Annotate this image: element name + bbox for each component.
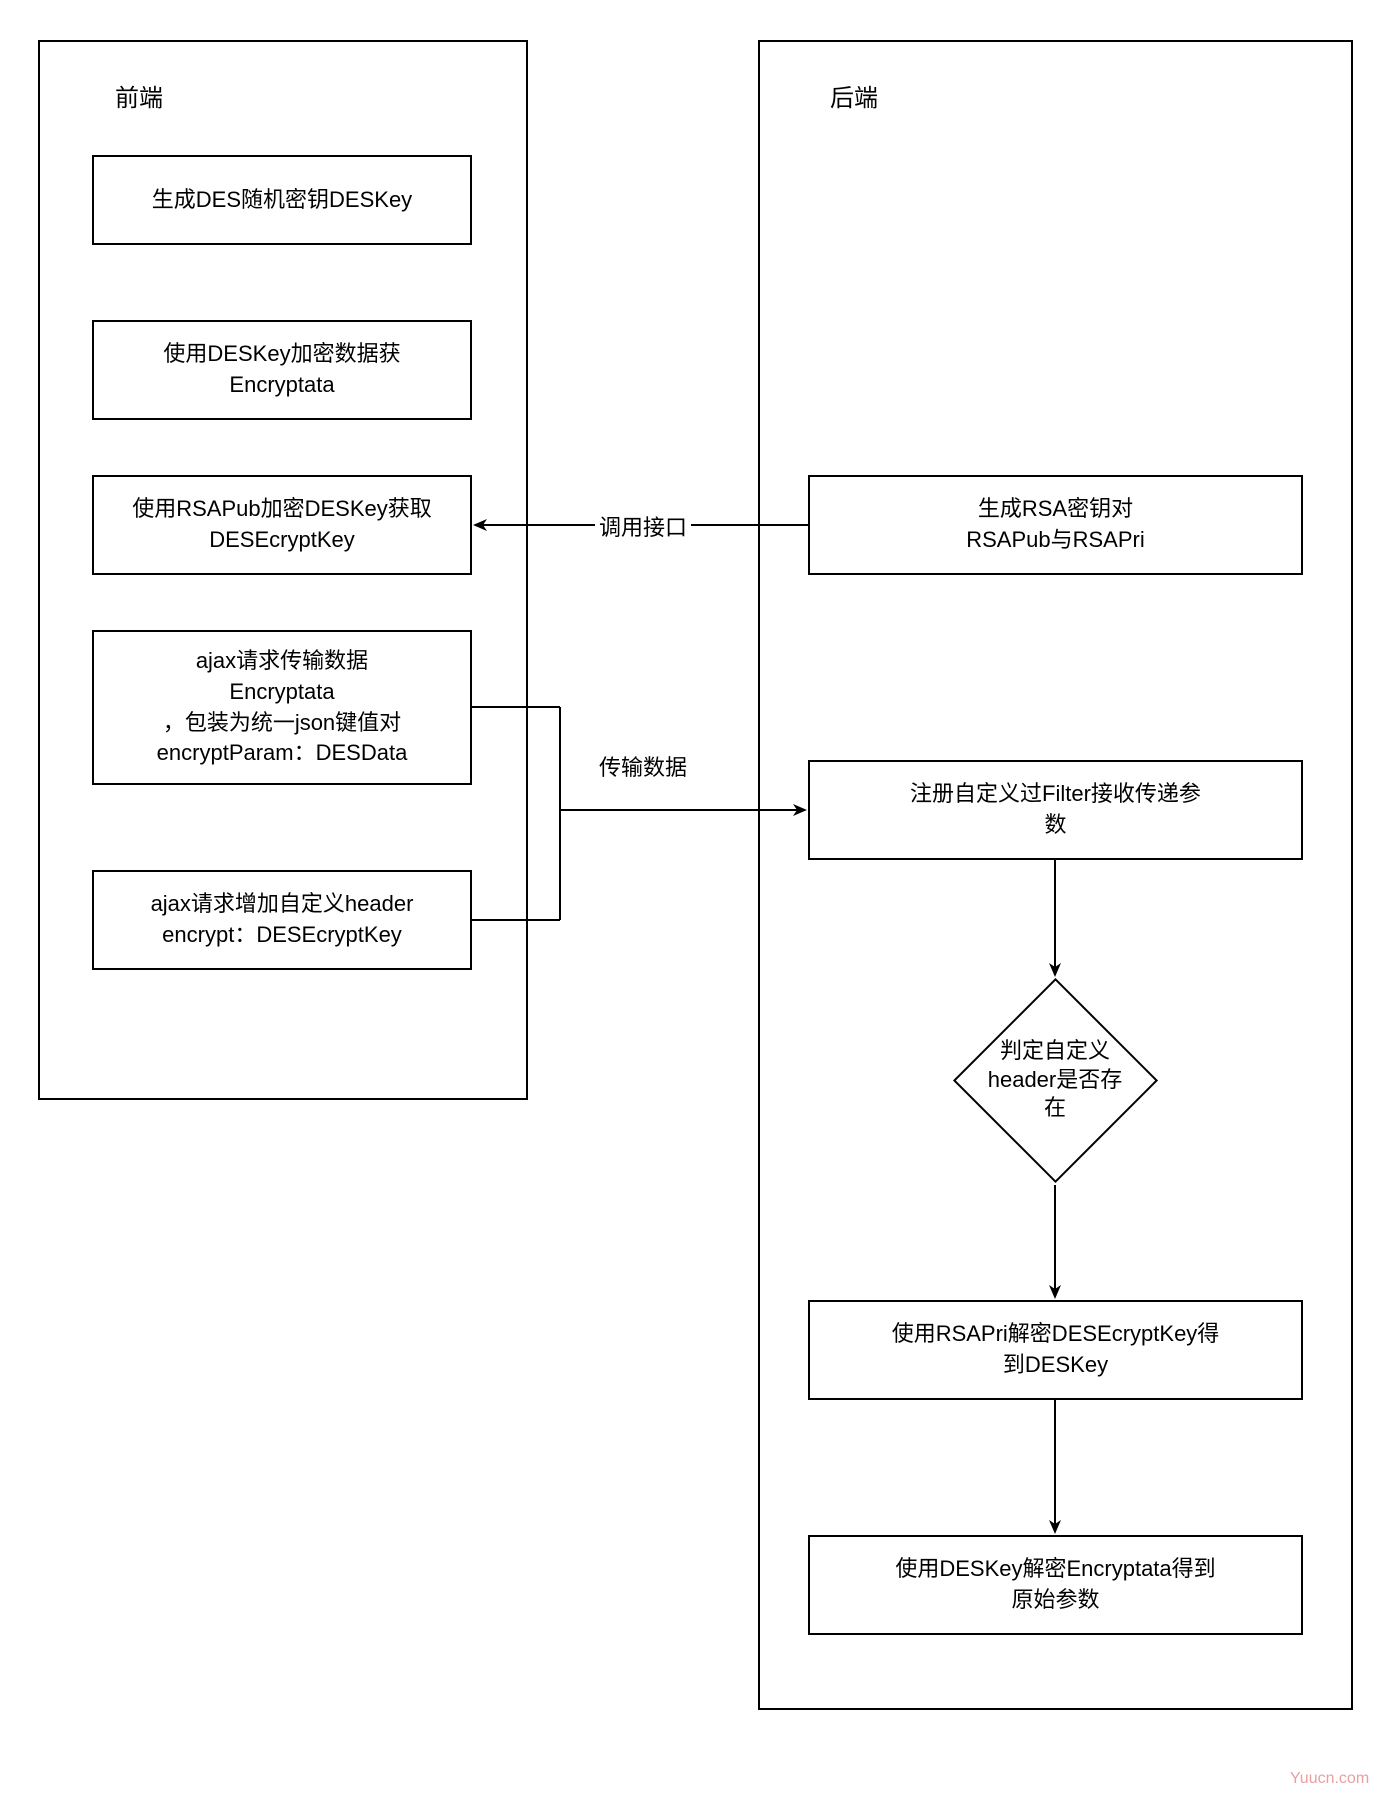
container-frontend-title: 前端 [115,78,163,113]
node-text: 使用DESKey解密Encryptata得到原始参数 [895,1554,1215,1616]
node-encrypt-data: 使用DESKey加密数据获Encryptata [92,320,472,420]
edge-label-call-api: 调用接口 [595,508,691,544]
node-text: 生成DES随机密钥DESKey [152,185,412,216]
watermark: Yuucn.com [1290,1770,1369,1788]
node-decision-text-wrap: 判定自定义header是否存在 [960,1030,1150,1130]
node-gen-rsa: 生成RSA密钥对RSAPub与RSAPri [808,475,1303,575]
node-filter: 注册自定义过Filter接收传递参数 [808,760,1303,860]
node-ajax-header: ajax请求增加自定义headerencrypt：DESEcryptKey [92,870,472,970]
node-text: 使用DESKey加密数据获Encryptata [163,339,400,401]
node-decrypt-data: 使用DESKey解密Encryptata得到原始参数 [808,1535,1303,1635]
container-backend [758,40,1353,1710]
edge-label-transmit: 传输数据 [595,748,691,784]
node-text: 注册自定义过Filter接收传递参数 [910,779,1201,841]
node-decrypt-deskey: 使用RSAPri解密DESEcryptKey得到DESKey [808,1300,1303,1400]
node-text: 使用RSAPub加密DESKey获取DESEcryptKey [132,494,432,556]
node-gen-deskey: 生成DES随机密钥DESKey [92,155,472,245]
node-text: 生成RSA密钥对RSAPub与RSAPri [966,494,1145,556]
container-backend-title: 后端 [830,78,878,113]
node-text: 使用RSAPri解密DESEcryptKey得到DESKey [892,1319,1220,1381]
node-ajax-data: ajax请求传输数据Encryptata，包装为统一json键值对encrypt… [92,630,472,785]
node-text: 判定自定义header是否存在 [988,1037,1123,1123]
node-text: ajax请求传输数据Encryptata，包装为统一json键值对encrypt… [157,646,408,769]
node-encrypt-deskey: 使用RSAPub加密DESKey获取DESEcryptKey [92,475,472,575]
node-text: ajax请求增加自定义headerencrypt：DESEcryptKey [151,889,414,951]
